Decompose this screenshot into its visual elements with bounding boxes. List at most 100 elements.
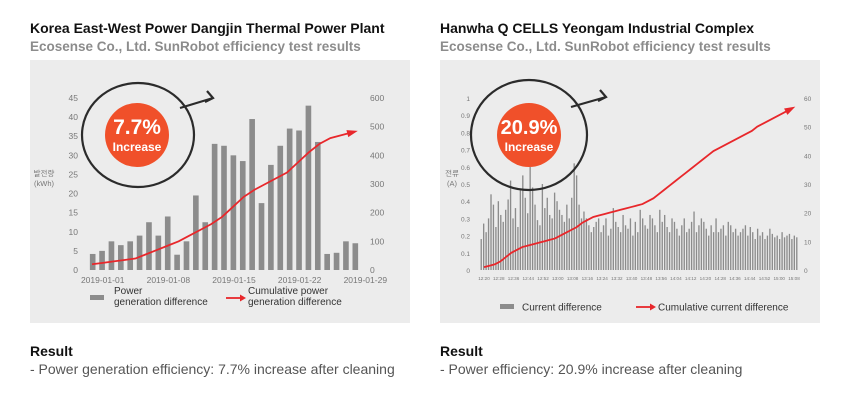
y-tick-label: 0 <box>466 268 470 275</box>
bar <box>752 232 754 270</box>
legend-label: Current difference <box>522 303 602 314</box>
bar <box>490 194 492 270</box>
bar <box>632 235 634 270</box>
x-tick-label: 2019-01-15 <box>212 275 256 285</box>
bar <box>771 233 773 270</box>
bar <box>612 208 614 270</box>
bar <box>524 197 526 270</box>
result-heading: Result <box>440 343 483 359</box>
bar <box>164 216 171 270</box>
legend-label: Cumulative current difference <box>658 303 789 314</box>
right-panel: Hanwha Q CELLS Yeongam Industrial Comple… <box>440 0 830 415</box>
x-tick-label: 14:36 <box>729 276 741 281</box>
bar <box>788 233 791 270</box>
bar <box>676 228 678 270</box>
y-tick-label: 0.3 <box>461 216 470 223</box>
badge-value: 20.9% <box>501 117 558 139</box>
y2-tick-label: 0 <box>370 265 375 275</box>
bar <box>727 221 729 270</box>
bar <box>778 239 781 270</box>
legend-label: Cumulative power generation difference <box>248 286 342 308</box>
y2-tick-label: 20 <box>804 211 812 218</box>
legend-line-arrow <box>240 294 246 302</box>
bar <box>624 225 627 270</box>
x-tick-label: 14:28 <box>714 276 726 281</box>
y-tick-label: 20 <box>69 189 79 199</box>
y-tick-label: 1 <box>466 96 470 103</box>
bar <box>146 222 152 270</box>
bar <box>286 128 293 270</box>
bar <box>352 243 359 270</box>
y-tick-label: 0.2 <box>461 234 470 241</box>
bar <box>627 228 629 270</box>
x-tick-label: 14:20 <box>700 276 712 281</box>
bar <box>629 218 632 270</box>
bar <box>333 252 340 270</box>
y-tick-label: 10 <box>69 227 79 237</box>
bar <box>551 218 553 270</box>
bar <box>656 232 659 270</box>
bar <box>732 232 734 270</box>
y-tick-label: 15 <box>69 208 79 218</box>
panel-title: Hanwha Q CELLS Yeongam Industrial Comple… <box>440 20 755 36</box>
bar <box>783 237 786 270</box>
x-tick-label: 15:08 <box>788 276 800 281</box>
bar <box>512 218 514 270</box>
bar <box>221 145 227 270</box>
bar <box>563 221 566 270</box>
line-arrowhead <box>346 130 358 138</box>
bar <box>734 228 737 270</box>
left-panel: Korea East-West Power Dangjin Thermal Po… <box>30 0 420 415</box>
annotation-arrow-head <box>597 89 608 102</box>
bar <box>500 214 502 270</box>
y2-tick-label: 500 <box>370 122 384 132</box>
x-tick-label: 2019-01-22 <box>278 275 322 285</box>
bar <box>268 164 274 270</box>
bar <box>305 105 312 270</box>
y2-tick-label: 10 <box>804 239 812 246</box>
bar <box>324 253 330 270</box>
bar <box>568 218 570 270</box>
x-tick-label: 14:12 <box>685 276 697 281</box>
bar <box>747 235 749 270</box>
bar <box>681 225 683 270</box>
badge-label: Increase <box>505 140 554 154</box>
panel-subtitle: Ecosense Co., Ltd. SunRobot efficiency t… <box>440 39 771 54</box>
bar <box>712 232 715 270</box>
bar <box>754 239 756 270</box>
bar <box>580 218 583 270</box>
chart-svg: 발전량 (kWh) 0 5 10 15 20 25 30 35 40 45 0 100 200 300 400 5… <box>34 81 388 308</box>
y2-tick-label: 400 <box>370 150 384 160</box>
bar <box>756 228 759 270</box>
legend-bar-swatch <box>90 295 104 300</box>
bar <box>553 192 556 270</box>
bar <box>744 225 747 270</box>
bar <box>258 203 265 270</box>
y-tick-label: 0.4 <box>461 199 470 206</box>
bar <box>296 130 302 270</box>
y-tick-label: 45 <box>69 93 79 103</box>
y2-tick-label: 60 <box>804 96 812 103</box>
annotation-ring <box>469 78 589 192</box>
bar <box>502 221 504 270</box>
bar <box>492 204 495 270</box>
x-tick-label: 12:20 <box>478 276 490 281</box>
x-tick-label: 2019-01-29 <box>344 275 388 285</box>
bar <box>617 227 619 270</box>
bar <box>759 235 761 270</box>
bar <box>544 208 546 270</box>
result-text: - Power generation efficiency: 7.7% incr… <box>30 361 395 377</box>
bar <box>742 228 744 270</box>
bar <box>566 204 568 270</box>
x-tick-label: 13:48 <box>641 276 653 281</box>
bar <box>546 197 548 270</box>
bar <box>590 232 592 270</box>
bar <box>737 235 739 270</box>
bar <box>678 235 681 270</box>
bar <box>183 241 190 270</box>
bar <box>595 221 597 270</box>
y-axis-label: 전류 (A) <box>445 168 459 188</box>
bar <box>314 141 321 270</box>
x-tick-label: 13:32 <box>611 276 623 281</box>
annotation-ring <box>80 81 196 189</box>
